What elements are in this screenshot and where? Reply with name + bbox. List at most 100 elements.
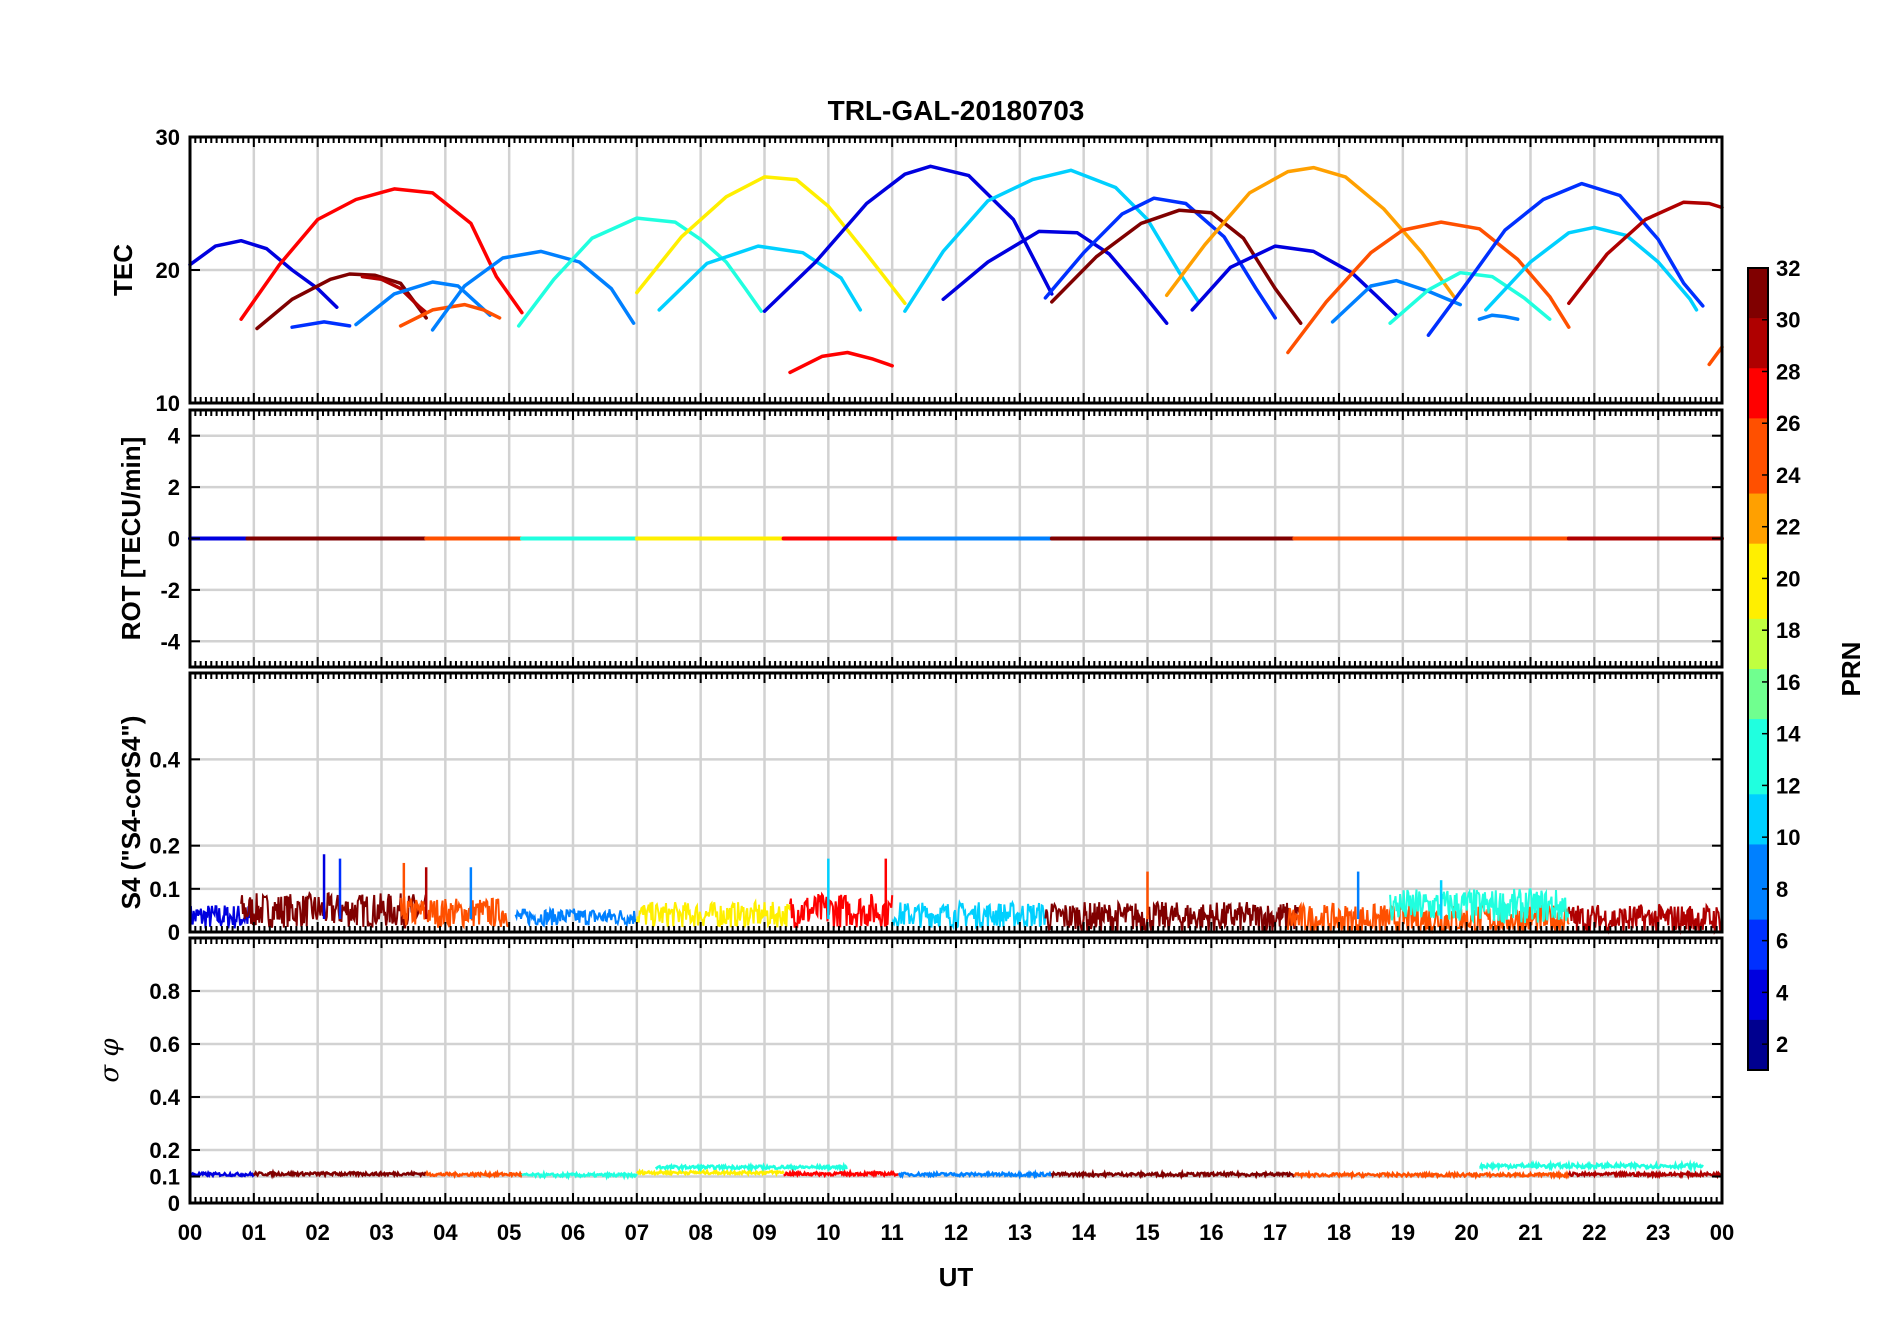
colorbar-segment <box>1748 894 1768 921</box>
noise-prn-28-5 <box>789 891 894 929</box>
y-tick-label: -2 <box>160 578 180 603</box>
colorbar-segment <box>1748 1019 1768 1046</box>
x-tick-label: 06 <box>561 1220 585 1245</box>
y-tick-label: 4 <box>168 424 181 449</box>
noise-prn-24-2 <box>399 896 511 930</box>
data-tec <box>188 164 1724 375</box>
colorbar-segment <box>1748 318 1768 344</box>
colorbar-tick-label: 24 <box>1776 463 1801 488</box>
noise-prn-24-9 <box>1293 1169 1570 1181</box>
colorbar-segment <box>1748 293 1768 319</box>
y-tick-label: 0.1 <box>149 1165 180 1190</box>
y-tick-label: 0.8 <box>149 979 180 1004</box>
x-tick-label: 17 <box>1263 1220 1287 1245</box>
colorbar-tick-label: 2 <box>1776 1032 1788 1057</box>
colorbar-segment <box>1748 643 1768 670</box>
colorbar-segment <box>1748 669 1768 695</box>
x-tick-label: 10 <box>816 1220 840 1245</box>
noise-prn-31-7 <box>1044 899 1302 934</box>
noise-prn-10-6 <box>891 899 1047 931</box>
series-prn-8-20 <box>1330 278 1463 324</box>
series-prn-6-15 <box>1043 196 1277 320</box>
y-tick-label: 0.6 <box>149 1032 180 1057</box>
series-prn-3-14 <box>941 229 1169 325</box>
y-tick-label: 30 <box>156 125 180 150</box>
series-prn-30-25 <box>1567 200 1724 306</box>
series-prn-26-26 <box>1707 345 1724 367</box>
series-prn-4-17 <box>1190 244 1399 317</box>
noise-prn-20-4 <box>635 898 791 931</box>
colorbar-tick-label: 32 <box>1776 256 1800 281</box>
colorbar-segment <box>1748 919 1768 946</box>
colorbar-tick-label: 28 <box>1776 359 1800 384</box>
colorbar-segment <box>1748 1044 1768 1071</box>
x-tick-label: 11 <box>881 1220 904 1245</box>
x-tick-label: 20 <box>1454 1220 1478 1245</box>
noise-prn-12-10 <box>1479 1159 1704 1173</box>
series-prn-4-0 <box>188 238 339 309</box>
noise-prn-20-4 <box>636 1167 785 1178</box>
series-prn-4-11 <box>762 164 1054 313</box>
colorbar-tick-label: 30 <box>1776 308 1800 333</box>
x-tick-label: 19 <box>1391 1220 1415 1245</box>
x-axis-label: UT <box>939 1262 974 1292</box>
x-tick-label: 07 <box>625 1220 649 1245</box>
colorbar-segment <box>1748 418 1768 445</box>
colorbar-tick-label: 16 <box>1776 670 1800 695</box>
y-tick-label: 0.4 <box>149 1085 180 1110</box>
noise-prn-3-0 <box>189 905 255 930</box>
colorbar-segment <box>1748 944 1768 971</box>
y-tick-label: -4 <box>160 629 180 654</box>
colorbar-segment <box>1748 593 1768 620</box>
noise-prn-30-11 <box>1567 1169 1723 1181</box>
x-tick-label: 12 <box>944 1220 968 1245</box>
colorbar-tick-label: 8 <box>1776 877 1788 902</box>
colorbar-tick-label: 14 <box>1776 722 1801 747</box>
series-prn-5-22 <box>1426 181 1705 337</box>
colorbar-tick-label: 22 <box>1776 515 1800 540</box>
noise-prn-3-0 <box>189 1169 255 1179</box>
noise-prn-9-7 <box>897 1169 1053 1180</box>
series-prn-28-12 <box>788 350 894 375</box>
noise-prn-31-1 <box>240 890 428 929</box>
colorbar-segment <box>1748 794 1768 820</box>
colorbar-tick-label: 20 <box>1776 566 1800 591</box>
colorbar-label: PRN <box>1836 642 1866 697</box>
x-tick-label: 22 <box>1582 1220 1606 1245</box>
x-tick-label: 16 <box>1199 1220 1223 1245</box>
noise-prn-12-5 <box>654 1161 848 1173</box>
colorbar-segment <box>1748 694 1768 720</box>
colorbar-segment <box>1748 368 1768 394</box>
data-s4 <box>189 854 1723 935</box>
colorbar-tick-label: 18 <box>1776 618 1800 643</box>
colorbar-tick-label: 6 <box>1776 929 1788 954</box>
noise-prn-12-3 <box>521 1169 638 1181</box>
y-tick-label: 0.2 <box>149 1138 180 1163</box>
colorbar-segment <box>1748 568 1768 595</box>
noise-prn-12-9 <box>1389 888 1570 925</box>
x-tick-label: 23 <box>1646 1220 1670 1245</box>
series-prn-7-23 <box>1477 313 1520 321</box>
y-tick-label: 0.1 <box>149 877 180 902</box>
axes-box <box>188 671 1724 934</box>
series-prn-24-6 <box>398 302 502 328</box>
panel-sigma: 00.10.2 0.4 0.6 0.8 σ φ <box>95 936 1724 1216</box>
y-tick-label: 0.2 <box>149 834 180 859</box>
panel-tec: 10 20 30 TEC <box>108 125 1724 416</box>
series-prn-20-9 <box>635 175 907 306</box>
x-tick-label: 00 <box>1710 1220 1734 1245</box>
colorbar-segment <box>1748 518 1768 545</box>
x-tick-label: 08 <box>688 1220 712 1245</box>
panel-s4: 0 0.1 0.2 0.4S4 ("S4-corS4") <box>116 671 1724 945</box>
series-prn-8-7 <box>430 249 636 332</box>
series-prn-10-13 <box>903 168 1201 313</box>
colorbar-tick-label: 4 <box>1776 980 1789 1005</box>
series-prn-23-18 <box>1164 165 1456 299</box>
grid <box>190 673 1722 932</box>
colorbar-segment <box>1748 844 1768 871</box>
series-prn-11-10 <box>657 244 863 312</box>
series-prn-11-24 <box>1484 225 1699 312</box>
